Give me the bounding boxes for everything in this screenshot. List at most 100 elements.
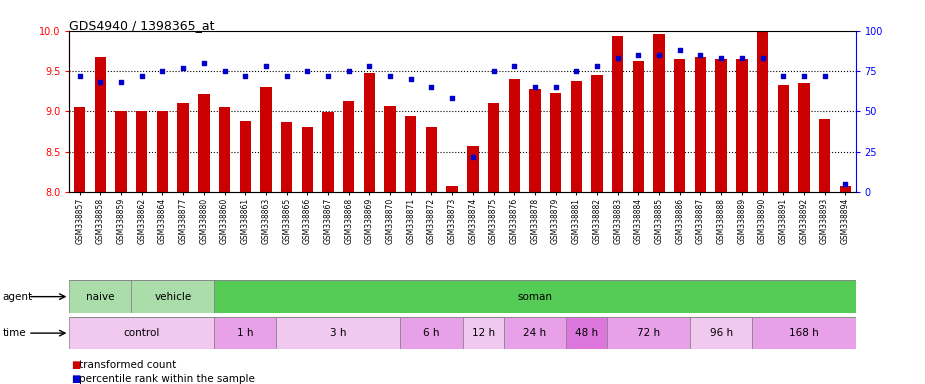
Point [755, 55, 770, 61]
Bar [715, 59, 727, 192]
Text: 48 h: 48 h [575, 328, 598, 338]
Bar [69, 280, 131, 313]
Point [507, 63, 522, 69]
Bar [591, 75, 603, 192]
Bar [401, 317, 462, 349]
Point [672, 47, 687, 53]
Point [734, 55, 749, 61]
Bar [426, 127, 438, 192]
Bar [757, 32, 768, 192]
Bar [798, 83, 809, 192]
Text: control: control [124, 328, 160, 338]
Point [114, 79, 129, 85]
Bar [240, 121, 251, 192]
Point [93, 79, 108, 85]
Point [693, 52, 708, 58]
Bar [281, 122, 292, 192]
Point [796, 73, 811, 79]
Text: 1 h: 1 h [237, 328, 253, 338]
Bar [219, 106, 230, 192]
Bar [260, 87, 272, 192]
Point [134, 73, 149, 79]
Bar [215, 280, 856, 313]
Bar [690, 317, 752, 349]
Bar [69, 317, 215, 349]
Bar [462, 317, 504, 349]
Text: 6 h: 6 h [424, 328, 439, 338]
Text: 12 h: 12 h [472, 328, 495, 338]
Text: 72 h: 72 h [637, 328, 660, 338]
Point [424, 84, 438, 90]
Bar [467, 146, 478, 192]
Text: percentile rank within the sample: percentile rank within the sample [79, 374, 254, 384]
Point [714, 55, 729, 61]
Text: GDS4940 / 1398365_at: GDS4940 / 1398365_at [69, 19, 215, 32]
Bar [566, 317, 608, 349]
Point [403, 76, 418, 82]
Point [589, 63, 604, 69]
Bar [653, 34, 665, 192]
Text: time: time [3, 328, 27, 338]
Bar [447, 186, 458, 192]
Bar [178, 103, 189, 192]
Point [155, 68, 170, 74]
Bar [94, 56, 106, 192]
Bar [322, 112, 334, 192]
Point [569, 68, 584, 74]
Point [258, 63, 274, 69]
Bar [131, 280, 215, 313]
Bar [778, 85, 789, 192]
Text: 168 h: 168 h [789, 328, 819, 338]
Point [383, 73, 398, 79]
Bar [136, 111, 147, 192]
Bar [504, 317, 566, 349]
Text: transformed count: transformed count [79, 360, 176, 370]
Bar [74, 107, 85, 192]
Point [341, 68, 356, 74]
Text: 24 h: 24 h [524, 328, 547, 338]
Text: 96 h: 96 h [709, 328, 733, 338]
Bar [364, 73, 375, 192]
Point [631, 52, 646, 58]
Bar [550, 93, 561, 192]
Text: 3 h: 3 h [330, 328, 347, 338]
Bar [840, 186, 851, 192]
Text: vehicle: vehicle [154, 291, 191, 302]
Bar [608, 317, 690, 349]
Point [321, 73, 336, 79]
Bar [157, 111, 168, 192]
Point [217, 68, 232, 74]
Point [651, 52, 666, 58]
Point [549, 84, 563, 90]
Bar [529, 89, 540, 192]
Bar [343, 101, 354, 192]
Bar [752, 317, 856, 349]
Point [72, 73, 87, 79]
Point [776, 73, 791, 79]
Text: ■: ■ [71, 374, 80, 384]
Bar [116, 111, 127, 192]
Bar [736, 59, 747, 192]
Bar [302, 127, 313, 192]
Point [279, 73, 294, 79]
Bar [385, 106, 396, 192]
Point [238, 73, 253, 79]
Point [196, 60, 211, 66]
Point [610, 55, 625, 61]
Bar [487, 103, 500, 192]
Point [445, 95, 460, 101]
Bar [509, 79, 520, 192]
Point [362, 63, 376, 69]
Bar [215, 317, 277, 349]
Point [465, 154, 480, 160]
Bar [612, 36, 623, 192]
Point [176, 65, 191, 71]
Bar [674, 59, 685, 192]
Bar [633, 61, 644, 192]
Bar [695, 57, 706, 192]
Bar [198, 94, 210, 192]
Point [817, 73, 832, 79]
Point [300, 68, 314, 74]
Text: agent: agent [3, 291, 33, 302]
Point [838, 181, 853, 187]
